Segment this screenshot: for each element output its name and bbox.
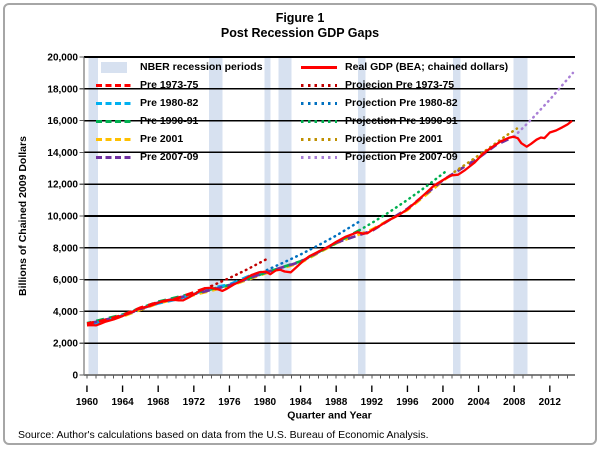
- x-tick-label: 2008: [503, 397, 526, 408]
- legend-label: Pre 1980-82: [140, 97, 198, 109]
- recession-band-swatch: [101, 62, 127, 73]
- dot-line-swatch: [301, 156, 337, 159]
- quarter-marker: I: [157, 384, 160, 395]
- y-tick-label: 6,000: [53, 275, 78, 286]
- dot-line-swatch: [301, 138, 337, 141]
- quarter-marker: I: [264, 384, 267, 395]
- x-tick-label: 1968: [147, 397, 170, 408]
- quarter-marker: I: [406, 384, 409, 395]
- solid-line-swatch: [301, 66, 337, 69]
- quarter-marker: I: [477, 384, 480, 395]
- legend-label: Pre 2001: [140, 133, 183, 145]
- dash-line-swatch: [96, 138, 132, 141]
- x-tick-label: 2012: [539, 397, 562, 408]
- quarter-marker: I: [86, 384, 89, 395]
- legend-label: Pre 2007-09: [140, 151, 198, 163]
- x-axis-title: Quarter and Year: [287, 410, 371, 422]
- y-tick-label: 10,000: [47, 212, 78, 223]
- legend-item-right-projection-pre-1980-82: Projection Pre 1980-82: [301, 94, 508, 112]
- x-tick-label: 1960: [76, 397, 99, 408]
- y-tick-label: 20,000: [47, 53, 78, 64]
- legend-label: Projection Pre 2007-09: [345, 151, 458, 163]
- dash-line-swatch: [96, 120, 132, 123]
- legend-item-left-pre-1990-91: Pre 1990-91: [96, 112, 263, 130]
- legend-left-column: NBER recession periods Pre 1973-75 Pre 198…: [96, 58, 263, 166]
- legend-label: Real GDP (BEA; chained dollars): [345, 61, 508, 73]
- quarter-marker: I: [548, 384, 551, 395]
- x-tick-label: 1976: [218, 397, 241, 408]
- quarter-marker: I: [335, 384, 338, 395]
- x-tick-label: 1972: [183, 397, 206, 408]
- dash-line-swatch: [96, 84, 132, 87]
- quarter-marker: I: [513, 384, 516, 395]
- legend-item-left-pre-1980-82: Pre 1980-82: [96, 94, 263, 112]
- legend-label: Pre 1973-75: [140, 79, 198, 91]
- y-tick-label: 2,000: [53, 339, 78, 350]
- legend-item-left-pre-2001: Pre 2001: [96, 130, 263, 148]
- quarter-marker: I: [192, 384, 195, 395]
- projection-pre-1990-91-line: [359, 172, 445, 231]
- x-tick-label: 1984: [289, 397, 312, 408]
- legend-item-right-projection-pre-2007-09: Projection Pre 2007-09: [301, 148, 508, 166]
- y-tick-label: 18,000: [47, 84, 78, 95]
- legend-label: Projecion Pre 1973-75: [345, 79, 454, 91]
- legend-label: Projection Pre 2001: [345, 133, 442, 145]
- x-tick-label: 1980: [254, 397, 277, 408]
- x-tick-label: 1996: [396, 397, 419, 408]
- legend-item-left-pre-1973-75: Pre 1973-75: [96, 76, 263, 94]
- legend-item-right-projection-pre-2001: Projection Pre 2001: [301, 130, 508, 148]
- quarter-marker: I: [442, 384, 445, 395]
- x-tick-label: 1964: [111, 397, 134, 408]
- x-tick-label: 1992: [361, 397, 384, 408]
- legend-label: Pre 1990-91: [140, 115, 198, 127]
- y-tick-label: 12,000: [47, 180, 78, 191]
- dot-line-swatch: [301, 84, 337, 87]
- legend-item-right-projection-pre-1990-91: Projection Pre 1990-91: [301, 112, 508, 130]
- legend-item-left-nber-recession-periods: NBER recession periods: [96, 58, 263, 76]
- y-tick-label: 0: [72, 371, 78, 382]
- legend-label: Projection Pre 1990-91: [345, 115, 458, 127]
- pre-1973-75-trend-line: [87, 286, 212, 324]
- x-tick-label: 1988: [325, 397, 348, 408]
- x-tick-label: 2000: [432, 397, 455, 408]
- legend-label: Projection Pre 1980-82: [345, 97, 458, 109]
- y-tick-label: 14,000: [47, 148, 78, 159]
- dot-line-swatch: [301, 120, 337, 123]
- legend-right-column: Real GDP (BEA; chained dollars) Projecion…: [301, 58, 508, 166]
- quarter-marker: I: [121, 384, 124, 395]
- y-tick-label: 4,000: [53, 307, 78, 318]
- quarter-marker: I: [228, 384, 231, 395]
- legend-label: NBER recession periods: [140, 61, 263, 73]
- pre-1990-91-trend-line: [87, 230, 359, 323]
- y-axis-title: Billions of Chained 2009 Dollars: [17, 136, 29, 296]
- source-note: Source: Author's calculations based on d…: [18, 429, 429, 441]
- quarter-marker: I: [299, 384, 302, 395]
- legend-item-right-real-gdp-bea-chained-dollars-: Real GDP (BEA; chained dollars): [301, 58, 508, 76]
- dash-line-swatch: [96, 102, 132, 105]
- dash-line-swatch: [96, 156, 132, 159]
- dot-line-swatch: [301, 102, 337, 105]
- y-tick-label: 8,000: [53, 243, 78, 254]
- y-tick-label: 16,000: [47, 116, 78, 127]
- quarter-marker: I: [370, 384, 373, 395]
- legend-item-right-projecion-pre-1973-75: Projecion Pre 1973-75: [301, 76, 508, 94]
- legend-item-left-pre-2007-09: Pre 2007-09: [96, 148, 263, 166]
- x-tick-label: 2004: [467, 397, 490, 408]
